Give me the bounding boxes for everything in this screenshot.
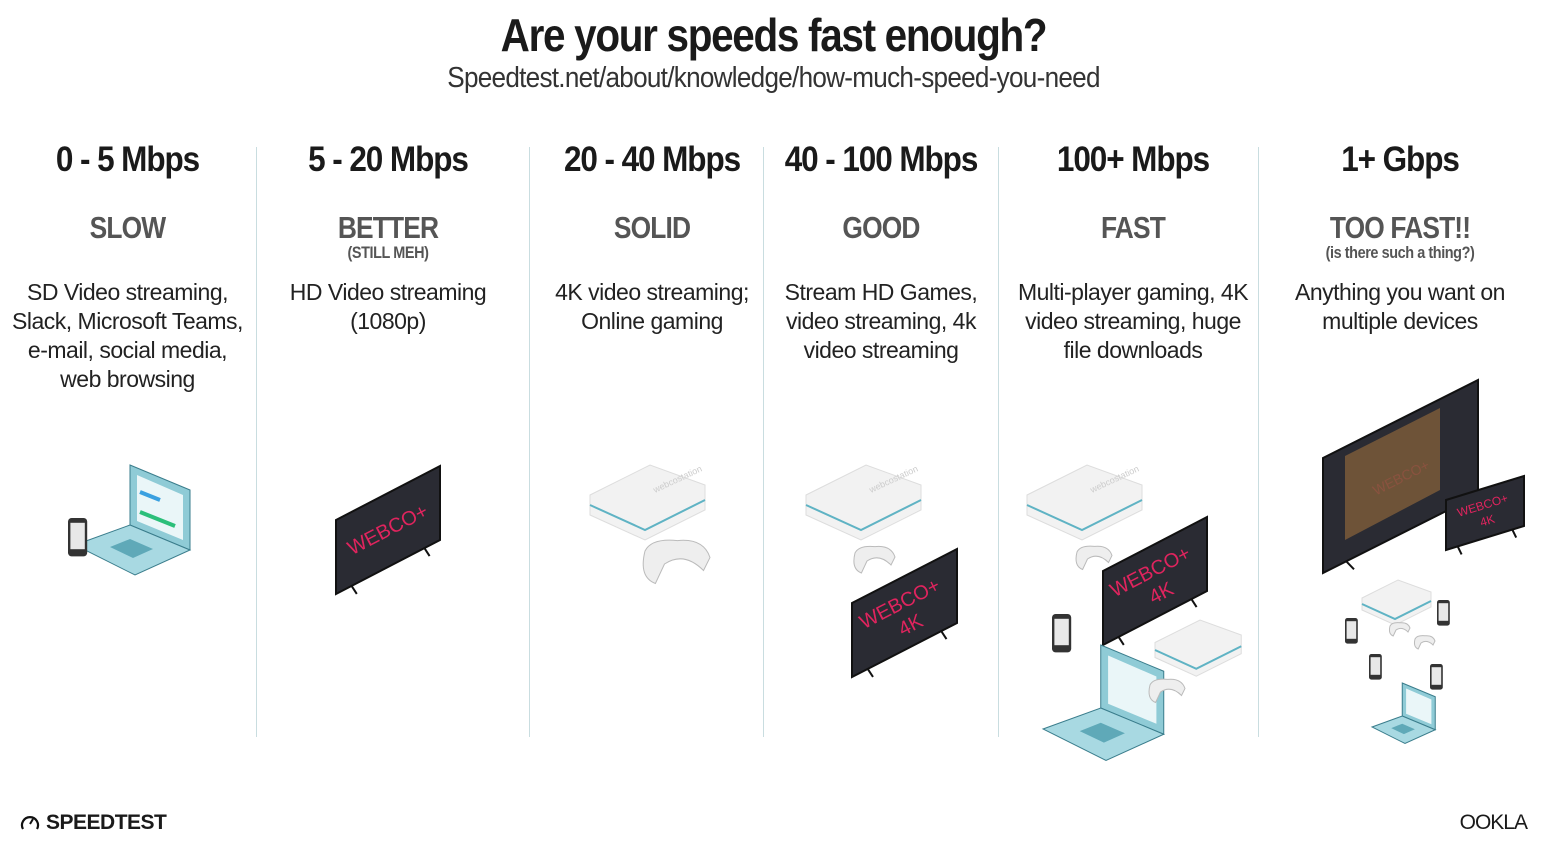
ookla-logo: OOKLA — [1459, 811, 1528, 834]
tier-description: Stream HD Games, video streaming, 4k vid… — [784, 279, 978, 363]
game-console-icon: webcostation — [1026, 464, 1143, 541]
speedtest-logo: SPEEDTEST — [20, 811, 167, 835]
tier-better: 5 - 20 Mbps BETTER (STILL MEH) HD Video … — [272, 140, 504, 336]
game-console-icon: webcostation — [805, 464, 922, 541]
tier-description: Anything you want on multiple devices — [1295, 279, 1505, 334]
tier-range: 0 - 5 Mbps — [55, 140, 200, 179]
divider — [256, 147, 257, 737]
divider — [998, 147, 999, 737]
tier-range: 100+ Mbps — [1056, 140, 1210, 179]
tier-range: 1+ Gbps — [1341, 140, 1460, 179]
game-console-icon: webcostation — [589, 464, 706, 541]
phone-icon — [68, 518, 88, 557]
divider — [529, 147, 530, 737]
tier-range: 20 - 40 Mbps — [563, 140, 741, 179]
tier-sublabel: (is there such a thing?) — [1325, 243, 1475, 262]
tier-fast: 100+ Mbps FAST Multi-player gaming, 4K v… — [1010, 140, 1256, 365]
tier-label: TOO FAST!! — [1329, 210, 1471, 245]
tier-sublabel: (STILL MEH) — [347, 243, 429, 262]
chat-lines-icon — [139, 490, 176, 528]
controller-icon — [1148, 678, 1186, 704]
tier-label: FAST — [1101, 210, 1166, 245]
controller-icon — [1388, 622, 1411, 637]
tier-description: 4K video streaming; Online gaming — [555, 279, 749, 334]
controller-icon — [642, 539, 711, 585]
laptop-icon — [1370, 682, 1437, 745]
divider — [763, 147, 764, 737]
phone-icon — [1430, 664, 1443, 690]
tier-range: 40 - 100 Mbps — [784, 140, 979, 179]
phone-icon — [1369, 654, 1382, 680]
laptop-icon — [1041, 644, 1166, 762]
tier-slow: 0 - 5 Mbps SLOW SD Video streaming, Slac… — [10, 140, 245, 394]
controller-icon — [1413, 635, 1436, 650]
tv-icon: WEBCO+4K — [1102, 515, 1208, 647]
tier-too-fast: 1+ Gbps TOO FAST!! (is there such a thin… — [1280, 140, 1520, 336]
game-console-icon — [1361, 579, 1432, 626]
tier-description: SD Video streaming, Slack, Microsoft Tea… — [12, 279, 243, 392]
movie-still-image — [1345, 408, 1440, 540]
phone-icon — [1345, 618, 1358, 644]
tier-description: HD Video streaming (1080p) — [289, 279, 487, 334]
svg-text:4K: 4K — [1478, 512, 1496, 530]
divider — [1258, 147, 1259, 737]
tier-label: GOOD — [842, 210, 920, 245]
controller-icon — [853, 545, 896, 574]
phone-icon — [1052, 614, 1072, 653]
tier-label: BETTER — [337, 210, 439, 245]
controller-icon — [1075, 545, 1113, 571]
source-url: Speedtest.net/about/knowledge/how-much-s… — [447, 62, 1100, 94]
tier-solid: 20 - 40 Mbps SOLID 4K video streaming; O… — [540, 140, 764, 336]
laptop-icon — [73, 464, 192, 576]
tier-label: SOLID — [613, 210, 691, 245]
speedtest-logo-text: SPEEDTEST — [46, 811, 167, 834]
tier-range: 5 - 20 Mbps — [308, 140, 469, 179]
tier-label: SLOW — [89, 210, 166, 245]
tier-description: Multi-player gaming, 4K video streaming,… — [1017, 279, 1249, 363]
page-title: Are your speeds fast enough? — [500, 9, 1048, 61]
tier-good: 40 - 100 Mbps GOOD Stream HD Games, vide… — [772, 140, 990, 365]
tv-icon: WEBCO+4K — [1445, 474, 1525, 555]
tv-icon: WEBCO+ — [335, 464, 441, 596]
speedometer-icon — [20, 816, 40, 830]
game-console-icon — [1154, 619, 1242, 677]
phone-icon — [1437, 600, 1450, 626]
tv-icon: WEBCO+4K — [851, 547, 958, 679]
